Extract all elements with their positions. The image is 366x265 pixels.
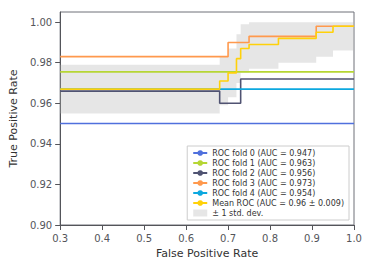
svg-text:0.92: 0.92 <box>30 179 52 190</box>
svg-text:0.5: 0.5 <box>136 233 152 244</box>
svg-text:1.0: 1.0 <box>346 233 362 244</box>
svg-text:0.90: 0.90 <box>30 220 52 231</box>
svg-text:0.7: 0.7 <box>220 233 236 244</box>
svg-text:0.4: 0.4 <box>94 233 110 244</box>
svg-text:0.9: 0.9 <box>304 233 320 244</box>
svg-text:0.8: 0.8 <box>262 233 278 244</box>
svg-text:ROC fold 2 (AUC = 0.956): ROC fold 2 (AUC = 0.956) <box>212 169 315 178</box>
svg-text:0.3: 0.3 <box>52 233 68 244</box>
svg-text:0.96: 0.96 <box>30 98 52 109</box>
svg-text:Mean ROC (AUC = 0.96 ± 0.009): Mean ROC (AUC = 0.96 ± 0.009) <box>212 199 344 208</box>
svg-text:0.6: 0.6 <box>178 233 194 244</box>
svg-text:ROC fold 0 (AUC = 0.947): ROC fold 0 (AUC = 0.947) <box>212 149 315 158</box>
svg-text:0.98: 0.98 <box>30 57 52 68</box>
svg-text:False Positive Rate: False Positive Rate <box>156 247 258 260</box>
svg-text:ROC fold 3 (AUC = 0.973): ROC fold 3 (AUC = 0.973) <box>212 179 315 188</box>
svg-text:ROC fold 1 (AUC = 0.963): ROC fold 1 (AUC = 0.963) <box>212 159 315 168</box>
svg-text:True Positive Rate: True Positive Rate <box>7 69 20 168</box>
svg-text:1.00: 1.00 <box>30 17 52 28</box>
svg-text:ROC fold 4 (AUC = 0.954): ROC fold 4 (AUC = 0.954) <box>212 189 315 198</box>
svg-text:± 1 std. dev.: ± 1 std. dev. <box>212 209 263 218</box>
svg-text:0.94: 0.94 <box>30 138 52 149</box>
